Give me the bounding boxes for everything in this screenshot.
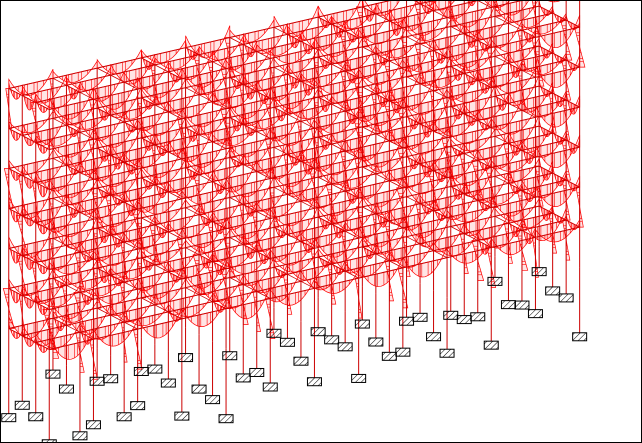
- beam-moment-diagram: [547, 1, 561, 3]
